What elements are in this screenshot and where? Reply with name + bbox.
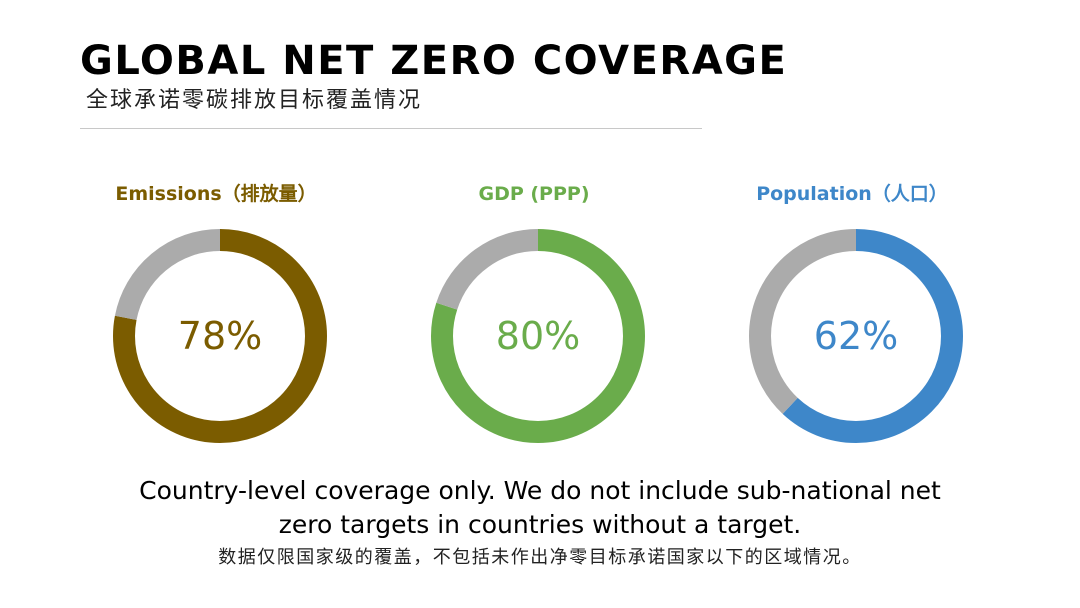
population-donut: 62% — [749, 229, 963, 443]
gdp-donut: 80% — [431, 229, 645, 443]
page-title: GLOBAL NET ZERO COVERAGE — [80, 38, 788, 84]
chart-title: Population（人口） — [756, 183, 948, 205]
uncovered-segment — [749, 229, 963, 443]
emissions-donut: 78% — [113, 229, 327, 443]
gdp-chart: GDP (PPP) 80% — [384, 176, 684, 456]
uncovered-segment — [113, 229, 327, 443]
footnote-line-2: zero targets in countries without a targ… — [278, 510, 802, 539]
page-subtitle: 全球承诺零碳排放目标覆盖情况 — [86, 88, 423, 113]
title-divider — [80, 128, 702, 129]
percentage-label: 78% — [178, 314, 262, 358]
population-chart: Population（人口） 62% — [702, 176, 1002, 456]
percentage-label: 80% — [496, 314, 580, 358]
percentage-label: 62% — [814, 314, 898, 358]
chart-title: Emissions（排放量） — [115, 183, 317, 205]
emissions-chart: Emissions（排放量） 78% — [66, 176, 366, 456]
chart-title: GDP (PPP) — [478, 183, 590, 205]
uncovered-segment — [431, 229, 645, 443]
footnote-line-1: Country-level coverage only. We do not i… — [139, 476, 941, 505]
footnote-english: Country-level coverage only. We do not i… — [40, 474, 1040, 542]
footnote-chinese: 数据仅限国家级的覆盖，不包括未作出净零目标承诺国家以下的区域情况。 — [218, 547, 862, 568]
